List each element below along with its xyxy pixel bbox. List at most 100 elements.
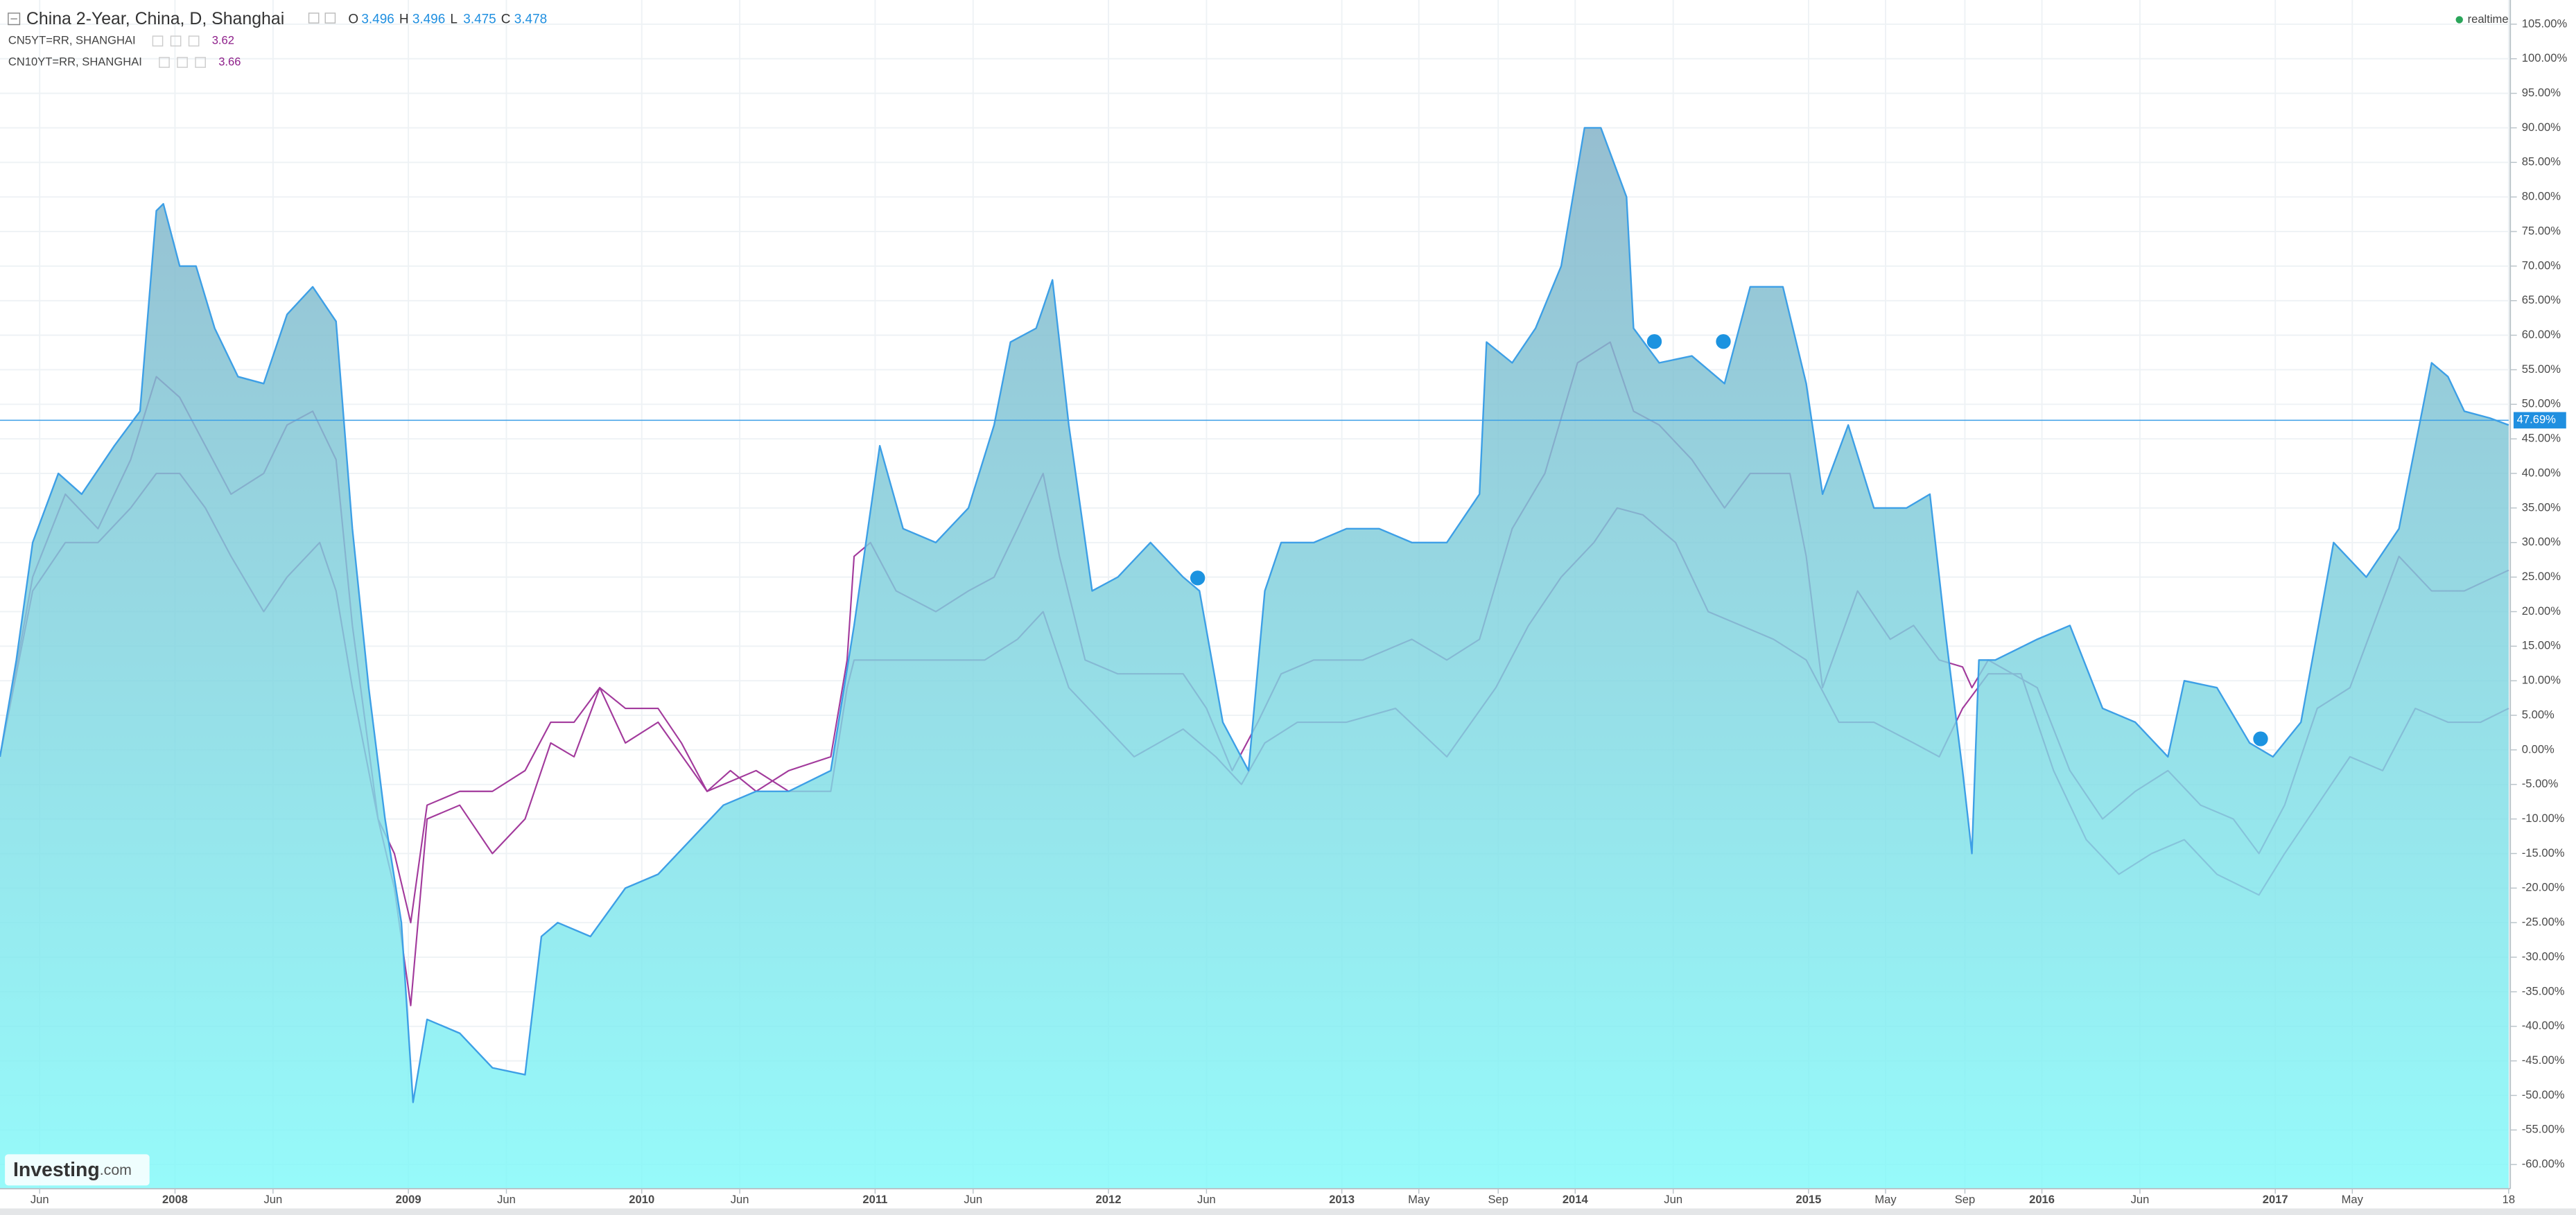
series-title: China 2-Year, China, D, Shanghai	[26, 9, 284, 28]
series-area-line	[0, 127, 2509, 1103]
legend-entry: CN5YT=RR, SHANGHAI	[8, 34, 136, 47]
event-marker[interactable]	[1190, 570, 1206, 586]
logo: Investing.com	[5, 1154, 150, 1186]
ohlc-key: O	[348, 12, 358, 26]
y-tick-label: -45.00%	[2522, 1054, 2565, 1067]
y-tick-label: 50.00%	[2522, 397, 2561, 410]
last-value-label: 47.69%	[2517, 413, 2556, 426]
y-tick-label: 105.00%	[2522, 17, 2568, 30]
y-tick-label: -55.00%	[2522, 1123, 2565, 1136]
ohlc-value: 3.478	[514, 12, 547, 26]
y-tick-label: -35.00%	[2522, 984, 2565, 997]
settings-icon[interactable]	[159, 57, 170, 68]
y-tick-label: -20.00%	[2522, 881, 2565, 894]
ohlc-value: 3.496	[361, 12, 394, 26]
close-icon[interactable]	[195, 57, 206, 68]
ohlc-value: 3.475	[463, 12, 496, 26]
y-tick-label: -15.00%	[2522, 846, 2565, 859]
x-tick-label: Jun	[964, 1193, 982, 1206]
y-tick-label: 5.00%	[2522, 708, 2555, 721]
x-tick-label: Jun	[1197, 1193, 1216, 1206]
realtime-label: realtime	[2468, 12, 2509, 26]
y-tick-label: -10.00%	[2522, 812, 2565, 825]
logo-name: Investing.com	[13, 1159, 132, 1181]
x-tick-label: 2012	[1096, 1193, 1122, 1206]
realtime-dot	[2455, 16, 2463, 24]
y-tick-label: -25.00%	[2522, 916, 2565, 929]
x-tick-label: Jun	[497, 1193, 516, 1206]
ohlc-key: H	[399, 12, 409, 26]
y-tick-label: 55.00%	[2522, 362, 2561, 376]
y-tick-label: -50.00%	[2522, 1088, 2565, 1101]
x-tick-label: 2015	[1795, 1193, 1821, 1206]
y-tick-label: -5.00%	[2522, 777, 2559, 790]
logo-box	[5, 1154, 150, 1186]
y-tick-label: 70.00%	[2522, 259, 2561, 272]
y-tick-label: 45.00%	[2522, 432, 2561, 445]
y-tick-label: -40.00%	[2522, 1019, 2565, 1032]
y-tick-label: 35.00%	[2522, 500, 2561, 514]
y-tick-label: 40.00%	[2522, 466, 2561, 479]
x-tick-label: May	[1408, 1193, 1430, 1206]
y-tick-label: 15.00%	[2522, 639, 2561, 652]
ohlc-key: L	[450, 12, 458, 26]
event-marker[interactable]	[1716, 334, 1731, 349]
y-tick-label: 65.00%	[2522, 293, 2561, 306]
logo-suffix: .com	[100, 1162, 132, 1178]
x-tick-label: 2009	[396, 1193, 421, 1206]
x-tick-label: 2017	[2263, 1193, 2288, 1206]
x-tick-label: Jun	[263, 1193, 282, 1206]
y-tick-label: 0.00%	[2522, 742, 2555, 755]
x-tick-label: Jun	[731, 1193, 749, 1206]
x-tick-label: 2010	[629, 1193, 654, 1206]
y-tick-label: 20.00%	[2522, 604, 2561, 618]
axes: 105.00% 100.00% 95.00% 90.00% 85.00% 80.00% 75…	[0, 17, 2568, 1206]
y-tick-label: 60.00%	[2522, 328, 2561, 341]
legend-value: 3.62	[212, 34, 234, 47]
x-tick-label: 2016	[2029, 1193, 2055, 1206]
y-tick-label: -30.00%	[2522, 950, 2565, 963]
y-tick-label: -60.00%	[2522, 1157, 2565, 1171]
y-tick-label: 85.00%	[2522, 155, 2561, 168]
last-value-box	[2513, 412, 2566, 429]
x-tick-label: Jun	[31, 1193, 49, 1206]
settings-icon[interactable]	[308, 12, 320, 24]
y-tick-label: 10.00%	[2522, 674, 2561, 687]
collapse-toggle[interactable]	[8, 12, 21, 26]
x-tick-label: Jun	[2131, 1193, 2150, 1206]
ohlc-key: C	[501, 12, 511, 26]
x-tick-label: Sep	[1488, 1193, 1508, 1206]
x-tick-label: Jun	[1664, 1193, 1682, 1206]
settings-icon[interactable]	[324, 12, 336, 24]
x-tick-label: 2011	[862, 1193, 887, 1206]
settings-icon[interactable]	[170, 35, 182, 47]
legend-entry: CN10YT=RR, SHANGHAI	[8, 55, 142, 68]
settings-icon[interactable]	[177, 57, 188, 68]
logo-name: Investing	[13, 1159, 100, 1181]
ohlc-value: 3.496	[412, 12, 445, 26]
close-icon[interactable]	[188, 35, 200, 47]
legend-value: 3.66	[218, 55, 241, 68]
x-tick-label: Sep	[1955, 1193, 1976, 1206]
y-tick-label: 90.00%	[2522, 121, 2561, 134]
header: China 2-Year, China, D, Shanghai O 3.496…	[8, 9, 2509, 68]
y-tick-label: 75.00%	[2522, 224, 2561, 237]
y-tick-label: 80.00%	[2522, 190, 2561, 203]
x-tick-label: 2008	[162, 1193, 188, 1206]
settings-icon[interactable]	[152, 35, 164, 47]
x-tick-label: 2014	[1563, 1193, 1589, 1206]
y-tick-label: 25.00%	[2522, 570, 2561, 583]
y-tick-label: 95.00%	[2522, 86, 2561, 99]
series-area	[0, 127, 2509, 1189]
bottom-bar	[0, 1208, 2576, 1215]
event-markers	[1190, 334, 2268, 746]
x-tick-label: 18	[2503, 1193, 2515, 1206]
event-marker[interactable]	[2253, 731, 2268, 746]
x-tick-label: May	[1874, 1193, 1897, 1206]
x-tick-label: May	[2342, 1193, 2364, 1206]
y-tick-label: 30.00%	[2522, 535, 2561, 548]
event-marker[interactable]	[1646, 334, 1662, 349]
x-tick-label: 2013	[1329, 1193, 1355, 1206]
